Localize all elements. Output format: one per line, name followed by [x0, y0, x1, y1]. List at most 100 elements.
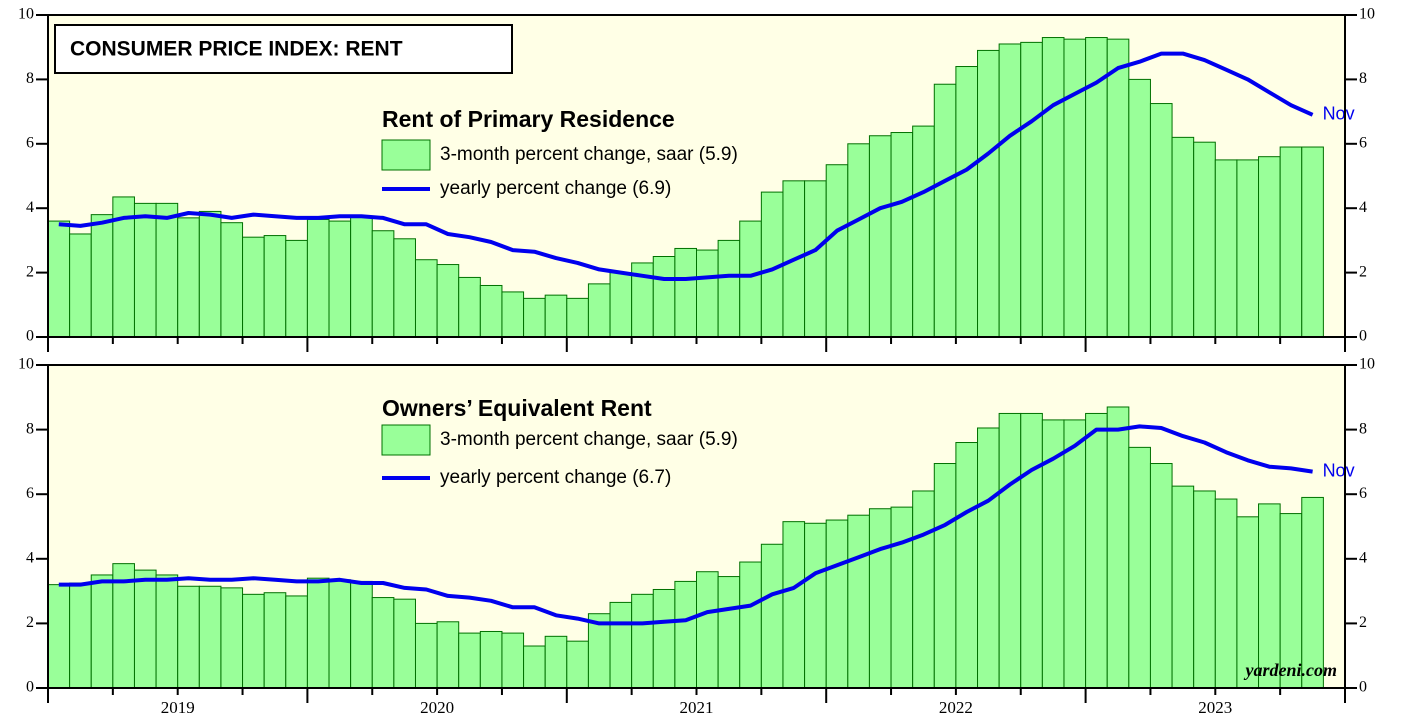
bar: [1063, 419, 1087, 689]
bar: [155, 202, 179, 338]
bar: [1106, 406, 1130, 689]
x-tick-label: 2021: [680, 698, 714, 717]
bar: [825, 519, 849, 689]
bar: [998, 43, 1022, 338]
bar: [868, 508, 892, 689]
bar: [890, 132, 914, 338]
bar: [1193, 490, 1216, 689]
bar: [371, 597, 395, 689]
bar: [609, 272, 633, 338]
bar: [306, 577, 330, 689]
bar: [1063, 38, 1087, 338]
bar: [1171, 485, 1195, 689]
y-tick-label: 0: [26, 679, 34, 696]
bar: [479, 284, 503, 338]
bar: [285, 595, 308, 689]
bar: [177, 217, 200, 338]
y-tick-label: 6: [26, 485, 34, 502]
bar: [674, 580, 698, 689]
bar: [220, 222, 244, 338]
y-tick-label: 8: [26, 70, 34, 87]
y2-tick-label: 2: [1359, 263, 1367, 280]
x-tick-label: 2019: [161, 698, 195, 717]
end-label: Nov: [1323, 104, 1355, 124]
bar: [263, 592, 287, 689]
bar: [133, 202, 157, 338]
bar: [933, 463, 957, 689]
y-tick-label: 4: [26, 549, 34, 566]
y-tick-label: 2: [26, 263, 34, 280]
title-box: [54, 24, 513, 74]
bar: [1085, 412, 1108, 689]
bar: [69, 233, 92, 338]
bar: [328, 220, 352, 338]
bar: [804, 522, 827, 689]
bar: [1258, 156, 1281, 338]
bar: [501, 632, 525, 689]
bar: [696, 571, 719, 689]
bar: [912, 125, 935, 338]
y-tick-label: 10: [18, 6, 34, 23]
bar: [631, 593, 654, 689]
bar: [458, 276, 481, 338]
legend-swatch: [381, 139, 431, 171]
bar: [652, 256, 676, 338]
y2-tick-label: 8: [1359, 420, 1367, 437]
bar: [674, 247, 698, 338]
bar: [1020, 412, 1043, 689]
panel-subtitle: Owners’ Equivalent Rent: [382, 395, 652, 421]
bar: [587, 283, 611, 338]
legend-label: 3-month percent change, saar (5.9): [440, 144, 738, 165]
y2-tick-label: 6: [1359, 134, 1367, 151]
bar: [47, 584, 71, 689]
bar: [998, 412, 1022, 689]
line: [58, 51, 1314, 281]
y-tick-label: 8: [26, 420, 34, 437]
legend-label: 3-month percent change, saar (5.9): [440, 429, 738, 450]
bar: [782, 521, 806, 689]
bar: [1020, 41, 1043, 338]
bar: [544, 635, 568, 689]
bar: [955, 442, 979, 689]
bar: [458, 632, 481, 689]
y-tick-label: 2: [26, 614, 34, 631]
y-tick-label: 0: [26, 328, 34, 345]
bar: [350, 215, 373, 338]
bar: [912, 490, 935, 689]
x-tick-label: 2020: [420, 698, 454, 717]
y-tick-label: 10: [18, 356, 34, 373]
bar: [285, 239, 308, 338]
bar: [350, 580, 373, 689]
legend-swatch: [381, 424, 431, 456]
bar: [393, 238, 416, 338]
bar: [977, 49, 1000, 338]
y-tick-label: 6: [26, 134, 34, 151]
bar: [955, 66, 979, 338]
bar: [220, 587, 244, 689]
bar: [1214, 498, 1238, 689]
bar: [717, 239, 741, 338]
bar: [609, 601, 633, 689]
bar: [890, 506, 914, 689]
bar: [1301, 146, 1324, 338]
bar: [717, 576, 741, 689]
bar: [739, 561, 762, 689]
bar: [90, 214, 114, 338]
x-tick-label: 2022: [939, 698, 973, 717]
y2-tick-label: 6: [1359, 485, 1367, 502]
bar: [1106, 38, 1130, 338]
bar: [69, 582, 92, 689]
bar: [133, 569, 157, 689]
bar: [198, 585, 222, 689]
y2-tick-label: 4: [1359, 199, 1367, 216]
bar: [263, 235, 287, 338]
bar: [328, 579, 352, 689]
bar: [739, 220, 762, 338]
bar: [868, 135, 892, 338]
credit: yardeni.com: [1244, 660, 1338, 680]
bar: [523, 297, 546, 338]
line: [58, 424, 1313, 626]
legend-label: yearly percent change (6.7): [440, 467, 671, 488]
end-label: Nov: [1323, 460, 1355, 480]
